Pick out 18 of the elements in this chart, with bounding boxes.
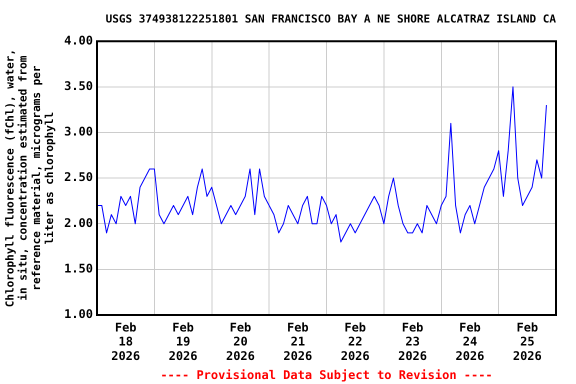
text: ---- Provisional Data Subject to Revision ----: [160, 368, 493, 382]
chart-title: USGS 374938122251801 SAN FRANCISCO BAY A NE SHORE ALCATRAZ ISLAND CA: [106, 12, 556, 26]
y-tick-label: 1.50: [64, 261, 93, 276]
x-tick-label: Feb 18 2026: [111, 320, 140, 364]
y-tick-label: 4.00: [64, 33, 93, 48]
x-tick-label: Feb 21 2026: [283, 320, 312, 364]
x-tick-label: Feb 23 2026: [398, 320, 428, 364]
x-tick-label: Feb 24 2026: [455, 320, 484, 364]
y-tick-label: 3.00: [64, 124, 93, 139]
x-tick-label: Feb 25 2026: [512, 320, 542, 364]
y-tick-label: 1.00: [64, 307, 93, 322]
x-tick-label: Feb 20 2026: [226, 320, 255, 364]
y-tick-label: 2.00: [64, 216, 93, 230]
x-tick-label: Feb 22 2026: [340, 320, 370, 364]
y-tick-label: 3.50: [64, 78, 93, 93]
y-axis-title: Chlorophyll fluorescence (fChl), water, in situ, concentration estimated from reference material, micrograms per liter as chlorophyll: [3, 48, 56, 308]
x-tick-label: Feb 19 2026: [168, 320, 198, 364]
y-tick-label: 2.50: [64, 170, 93, 184]
